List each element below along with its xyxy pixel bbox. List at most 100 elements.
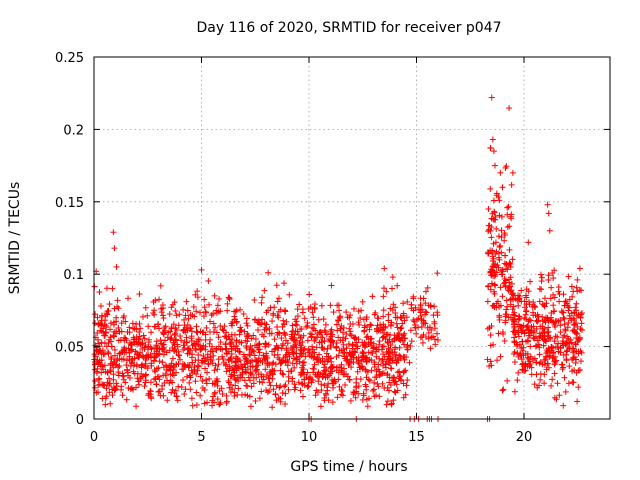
data-point bbox=[255, 327, 262, 334]
data-point bbox=[347, 397, 354, 404]
data-point bbox=[299, 359, 306, 366]
data-point bbox=[111, 387, 118, 394]
data-point bbox=[430, 333, 437, 340]
data-point bbox=[136, 375, 143, 382]
data-point bbox=[102, 368, 109, 375]
data-point bbox=[121, 334, 128, 341]
data-point bbox=[152, 375, 159, 382]
data-point bbox=[234, 375, 241, 382]
data-point bbox=[335, 376, 342, 383]
data-point bbox=[525, 239, 532, 246]
data-point bbox=[497, 284, 504, 291]
data-point bbox=[407, 327, 414, 334]
data-point bbox=[407, 342, 414, 349]
x-tick-label-2: 10 bbox=[301, 430, 318, 445]
data-point bbox=[425, 302, 432, 309]
data-point bbox=[156, 296, 163, 303]
data-point bbox=[133, 384, 140, 391]
data-point bbox=[500, 331, 507, 338]
data-point bbox=[227, 381, 234, 388]
data-point bbox=[419, 333, 426, 340]
data-point bbox=[490, 197, 497, 204]
data-point bbox=[328, 333, 335, 340]
data-point bbox=[226, 384, 233, 391]
data-point bbox=[579, 326, 586, 333]
data-point bbox=[532, 303, 539, 310]
data-point bbox=[247, 403, 254, 410]
data-point bbox=[321, 338, 328, 345]
data-point bbox=[172, 307, 179, 314]
data-point bbox=[549, 270, 556, 277]
data-point bbox=[573, 369, 580, 376]
data-point bbox=[540, 342, 547, 349]
data-point bbox=[161, 324, 168, 331]
data-point bbox=[275, 295, 282, 302]
data-point bbox=[406, 359, 413, 366]
data-point bbox=[506, 284, 513, 291]
data-point bbox=[559, 338, 566, 345]
data-point bbox=[394, 334, 401, 341]
data-point bbox=[106, 380, 113, 387]
data-point bbox=[329, 399, 336, 406]
data-point bbox=[563, 348, 570, 355]
data-point bbox=[499, 268, 506, 275]
data-point bbox=[159, 346, 166, 353]
axis-ticks: 0 5 10 15 20 0 0.05 0.1 0.15 0.2 0.25 bbox=[55, 51, 610, 445]
data-point bbox=[501, 230, 508, 237]
data-point bbox=[172, 325, 179, 332]
data-point bbox=[565, 273, 572, 280]
data-point bbox=[164, 334, 171, 341]
data-point bbox=[207, 328, 214, 335]
data-point bbox=[428, 327, 435, 334]
data-point bbox=[387, 305, 394, 312]
data-point bbox=[228, 345, 235, 352]
data-point bbox=[196, 336, 203, 343]
data-point bbox=[167, 371, 174, 378]
data-point bbox=[158, 309, 165, 316]
data-point bbox=[168, 304, 175, 311]
data-point bbox=[379, 370, 386, 377]
data-point bbox=[334, 394, 341, 401]
data-point bbox=[571, 310, 578, 317]
data-point bbox=[565, 319, 572, 326]
data-point bbox=[498, 271, 505, 278]
data-point bbox=[576, 287, 583, 294]
data-point bbox=[126, 339, 133, 346]
data-point bbox=[361, 327, 368, 334]
data-point bbox=[248, 383, 255, 390]
data-point bbox=[497, 169, 504, 176]
data-point bbox=[524, 350, 531, 357]
data-point bbox=[376, 355, 383, 362]
data-point bbox=[396, 368, 403, 375]
data-point bbox=[91, 361, 98, 368]
data-point bbox=[111, 346, 118, 353]
data-point bbox=[204, 369, 211, 376]
data-point bbox=[373, 325, 380, 332]
data-point bbox=[206, 340, 213, 347]
data-point bbox=[387, 354, 394, 361]
data-point bbox=[203, 309, 210, 316]
data-point bbox=[392, 310, 399, 317]
data-point bbox=[106, 301, 113, 308]
data-point bbox=[280, 280, 287, 287]
data-point bbox=[116, 362, 123, 369]
data-point bbox=[225, 294, 232, 301]
data-point bbox=[313, 356, 320, 363]
data-point bbox=[296, 301, 303, 308]
data-point bbox=[507, 274, 514, 281]
data-point bbox=[187, 311, 194, 318]
data-point bbox=[231, 331, 238, 338]
data-point bbox=[366, 356, 373, 363]
data-point bbox=[545, 276, 552, 283]
data-point bbox=[486, 363, 493, 370]
data-point bbox=[510, 350, 517, 357]
data-point bbox=[346, 376, 353, 383]
data-point bbox=[269, 318, 276, 325]
data-point bbox=[110, 371, 117, 378]
data-point bbox=[263, 309, 270, 316]
data-point bbox=[277, 398, 284, 405]
data-point bbox=[173, 336, 180, 343]
data-point bbox=[231, 308, 238, 315]
data-point bbox=[499, 387, 506, 394]
data-point bbox=[201, 304, 208, 311]
